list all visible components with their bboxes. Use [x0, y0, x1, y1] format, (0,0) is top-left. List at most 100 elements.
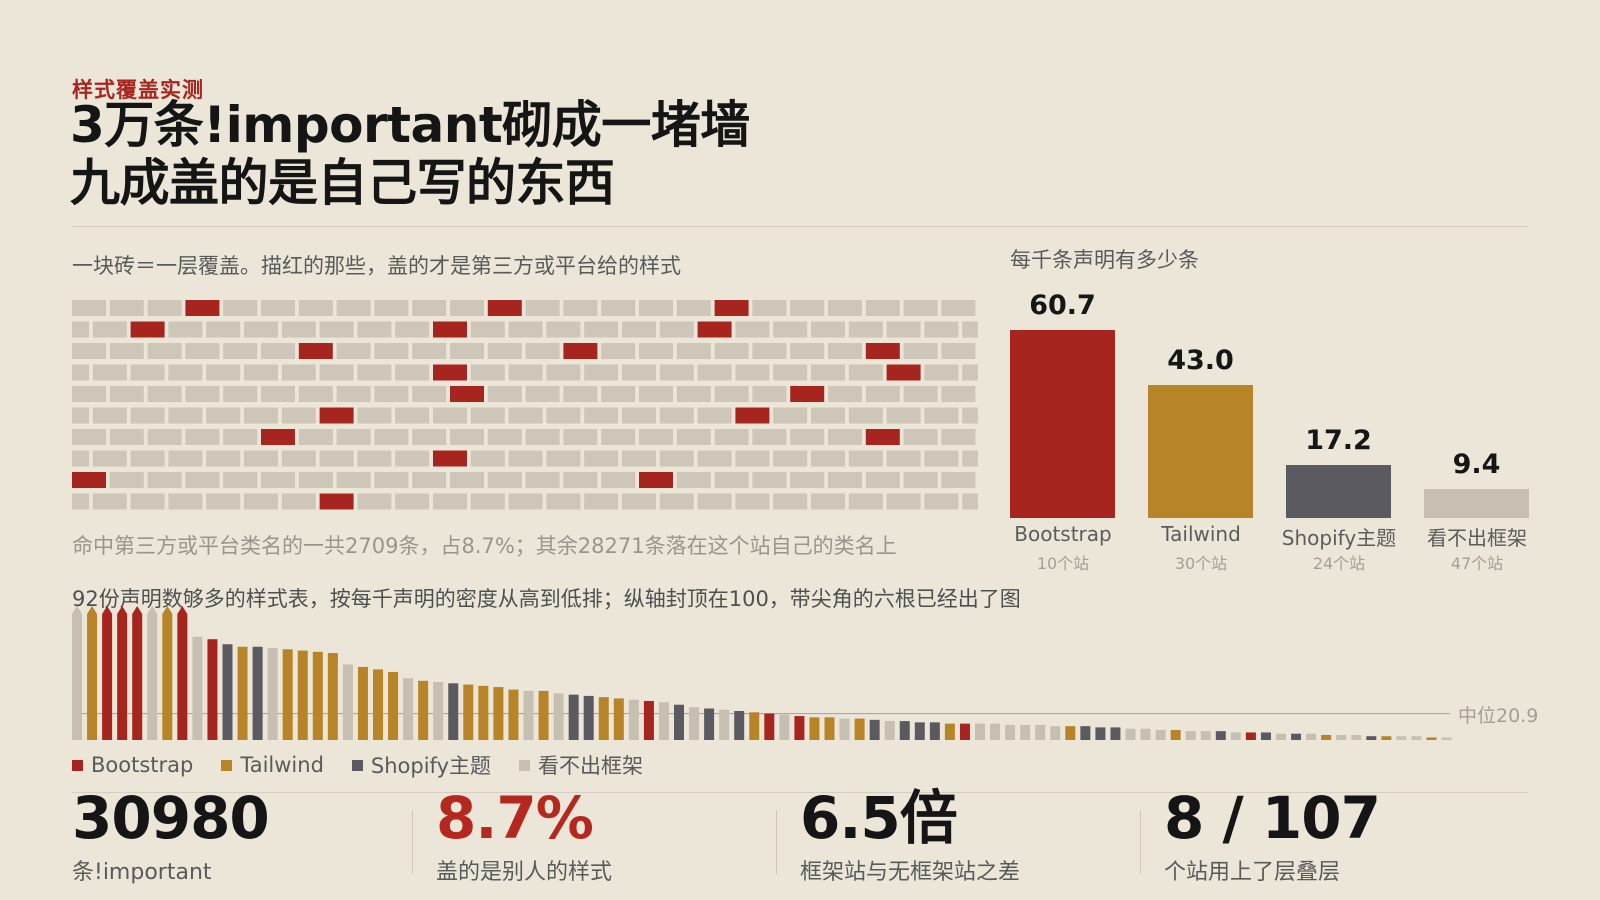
brick — [433, 407, 467, 424]
stylesheet-bar — [794, 716, 805, 740]
brick — [147, 472, 182, 488]
brick-third-party — [886, 364, 921, 381]
brick — [72, 493, 89, 510]
brick — [962, 321, 978, 338]
stylesheet-bar — [1170, 729, 1181, 740]
brick — [563, 300, 598, 316]
brick — [244, 407, 278, 424]
brick — [941, 300, 976, 316]
brick — [735, 493, 770, 510]
stylesheet-bar — [538, 690, 549, 740]
wall-caption: 一块砖＝一层覆盖。描红的那些，盖的才是第三方或平台给的样式 — [72, 254, 681, 278]
brick — [848, 493, 883, 510]
legend-item-none: 看不出框架 — [519, 750, 643, 780]
brick — [525, 343, 560, 359]
brick-third-party — [790, 386, 825, 402]
brick — [130, 407, 165, 424]
brick — [676, 300, 711, 316]
brick — [185, 472, 220, 488]
brick — [336, 343, 371, 359]
brick — [714, 429, 749, 445]
brick — [168, 407, 203, 424]
brick — [924, 321, 959, 338]
stylesheet-bar — [1005, 724, 1016, 740]
brick — [261, 343, 295, 359]
brick — [357, 364, 392, 381]
brick-third-party — [72, 472, 106, 488]
brick — [584, 321, 619, 338]
brick — [109, 343, 144, 359]
stylesheet-bar — [132, 614, 143, 740]
stylesheet-bar — [162, 614, 173, 740]
brick — [790, 429, 825, 445]
stylesheet-bar — [1110, 727, 1121, 740]
brick — [72, 343, 106, 359]
brick — [487, 472, 522, 488]
brick — [130, 364, 165, 381]
brick — [508, 364, 543, 381]
stylesheet-bar — [267, 648, 278, 740]
stylesheet-bar — [1291, 733, 1302, 740]
brick — [639, 386, 673, 402]
stylesheet-bar — [689, 707, 700, 740]
stylesheet-bar — [568, 694, 579, 740]
stylesheet-bar — [1276, 733, 1286, 740]
stylesheet-bar — [990, 723, 1001, 740]
brick — [676, 343, 711, 359]
brick — [72, 407, 89, 424]
stylesheet-bar — [719, 709, 730, 740]
overflow-marker — [72, 606, 82, 614]
stylesheet-bar — [418, 680, 429, 740]
brick — [336, 429, 371, 445]
stylesheet-bar — [87, 614, 98, 740]
brick — [924, 407, 959, 424]
stylesheet-bar — [1306, 733, 1317, 740]
brick-third-party — [433, 321, 467, 338]
brick — [470, 364, 505, 381]
brick — [639, 343, 673, 359]
brick — [487, 386, 522, 402]
brick-third-party — [735, 407, 770, 424]
brick — [848, 364, 883, 381]
stat-value: 8 / 107 — [1164, 784, 1381, 852]
brick-third-party — [450, 386, 484, 402]
stylesheet-bar — [373, 669, 383, 740]
stylesheet-bar — [1336, 734, 1347, 740]
brick — [395, 321, 430, 338]
brick — [109, 429, 144, 445]
stylesheet-bar — [403, 678, 414, 740]
brick — [130, 450, 165, 467]
brick — [374, 472, 409, 488]
median-label: 中位20.9 — [1458, 705, 1539, 727]
brick — [72, 364, 89, 381]
stylesheet-bar — [884, 721, 895, 740]
stat-label: 条!important — [72, 860, 212, 885]
brick — [622, 321, 656, 338]
stylesheet-bar — [147, 614, 158, 740]
stylesheet-bar — [1321, 734, 1332, 740]
brick — [450, 472, 484, 488]
stylesheet-bar — [613, 698, 624, 740]
brick — [223, 300, 258, 316]
stylesheet-bar — [1426, 737, 1437, 740]
stylesheet-bar — [1245, 732, 1256, 740]
brick — [773, 450, 808, 467]
legend-swatch-shopify — [351, 759, 363, 771]
brick — [659, 364, 694, 381]
brick — [261, 472, 295, 488]
stylesheet-bar — [463, 684, 474, 740]
brick — [92, 407, 127, 424]
brick — [546, 493, 581, 510]
brick — [601, 343, 636, 359]
brick — [865, 300, 900, 316]
brick — [924, 450, 959, 467]
brick — [185, 386, 220, 402]
brick — [622, 450, 656, 467]
brick — [336, 386, 371, 402]
stylesheet-bar — [1050, 726, 1061, 740]
brick — [298, 300, 333, 316]
brick-third-party — [433, 364, 467, 381]
brick — [470, 450, 505, 467]
stylesheet-bar — [1080, 726, 1091, 740]
brick — [601, 472, 636, 488]
